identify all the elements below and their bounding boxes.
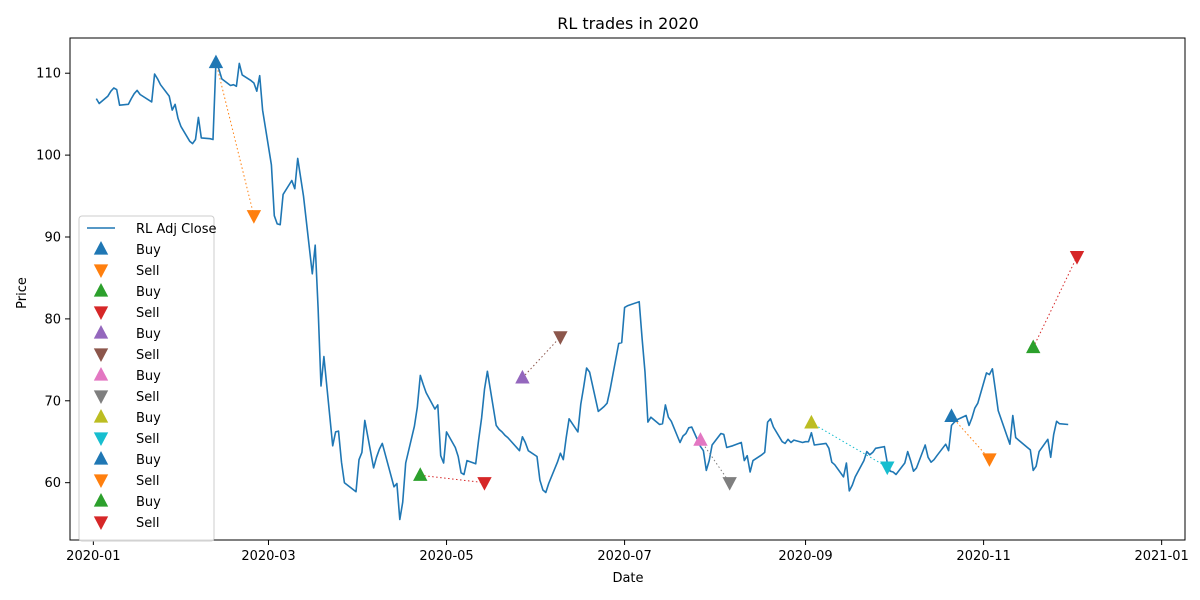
sell-marker — [982, 453, 997, 467]
y-tick-label: 110 — [36, 67, 61, 82]
sell-marker — [880, 461, 895, 476]
sell-marker — [722, 477, 737, 491]
y-axis-label: Price — [15, 277, 30, 309]
buy-marker — [693, 432, 708, 446]
y-tick-label: 60 — [44, 476, 61, 491]
plot-area — [95, 54, 1085, 521]
sell-marker — [477, 477, 492, 491]
x-tick-label: 2020-01 — [66, 549, 120, 564]
legend-label: Buy — [136, 369, 161, 384]
legend-label: Buy — [136, 495, 161, 510]
legend-sell-swatch — [93, 390, 109, 404]
legend-label: RL Adj Close — [136, 222, 216, 237]
buy-marker — [515, 369, 530, 384]
chart-title: RL trades in 2020 — [557, 14, 699, 33]
legend-label: Buy — [136, 411, 161, 426]
legend-sell-swatch — [93, 264, 109, 278]
trade-connector — [522, 336, 561, 379]
legend-label: Sell — [136, 306, 159, 321]
legend-buy-swatch — [93, 409, 109, 423]
sell-marker — [1069, 251, 1085, 265]
legend-label: Buy — [136, 285, 161, 300]
trade-connector — [420, 474, 485, 484]
trade-connector — [1032, 256, 1078, 348]
x-axis-label: Date — [612, 571, 643, 586]
y-axis: 60 70 80 90 100 110 — [36, 67, 70, 491]
price-line — [95, 61, 1069, 521]
legend-buy-swatch — [93, 325, 109, 339]
legend-label: Sell — [136, 474, 159, 489]
legend-label: Buy — [136, 243, 161, 258]
y-tick-label: 70 — [44, 394, 61, 409]
y-tick-label: 80 — [44, 312, 61, 327]
legend-buy-swatch — [93, 493, 109, 507]
legend-label: Sell — [136, 390, 159, 405]
trade-connector — [951, 416, 990, 460]
legend-buy-swatch — [93, 367, 109, 381]
plot-frame — [69, 37, 1186, 541]
legend-label: Sell — [136, 348, 159, 363]
buy-marker — [413, 467, 428, 481]
trade-connector — [700, 439, 731, 483]
buy-marker — [804, 414, 819, 429]
legend-box — [78, 215, 215, 542]
legend-label: Sell — [136, 516, 159, 531]
legend-label: Buy — [136, 453, 161, 468]
legend-sell-swatch — [93, 432, 109, 446]
legend-sell-swatch — [93, 474, 109, 488]
sell-marker — [553, 331, 568, 345]
legend-sell-swatch — [93, 516, 109, 530]
legend-label: Buy — [136, 327, 161, 342]
y-tick-label: 90 — [44, 230, 61, 245]
x-tick-label: 2020-09 — [778, 549, 832, 564]
legend: RL Adj Close Buy Sell Buy Sell Buy Sell Buy Sell… — [78, 215, 216, 542]
y-tick-label: 100 — [36, 149, 61, 164]
x-tick-label: 2020-05 — [419, 549, 473, 564]
x-tick-label: 2020-11 — [956, 549, 1010, 564]
x-tick-label: 2020-07 — [597, 549, 651, 564]
trade-connector — [811, 422, 888, 468]
legend-buy-swatch — [93, 241, 109, 255]
x-axis: 2020-01 2020-03 2020-05 2020-07 2020-09 2020-… — [66, 540, 1189, 564]
sell-marker — [246, 210, 262, 224]
legend-label: Sell — [136, 432, 159, 447]
buy-marker — [944, 408, 959, 422]
legend-sell-swatch — [93, 348, 109, 362]
legend-buy-swatch — [93, 283, 109, 297]
buy-marker — [208, 54, 224, 69]
legend-label: Sell — [136, 264, 159, 279]
x-tick-label: 2020-03 — [241, 549, 295, 564]
legend-sell-swatch — [93, 306, 109, 320]
legend-buy-swatch — [93, 451, 109, 465]
x-tick-label: 2021-01 — [1134, 549, 1188, 564]
buy-marker — [1026, 339, 1041, 354]
